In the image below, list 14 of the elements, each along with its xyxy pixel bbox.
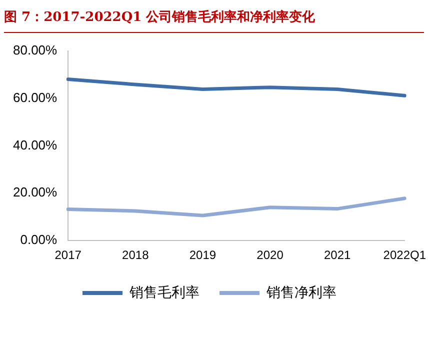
y-tick-label: 40.00% <box>12 137 58 152</box>
legend-label: 销售净利率 <box>266 284 336 300</box>
y-tick-label: 60.00% <box>12 90 58 105</box>
x-tick-label: 2021 <box>324 248 352 262</box>
x-tick-label: 2022Q1 <box>383 248 426 262</box>
x-tick-label: 2019 <box>189 248 216 262</box>
chart-title: 图 7：2017-2022Q1 公司销售毛利率和净利率变化 <box>4 8 316 26</box>
x-tick-label: 2017 <box>54 248 82 262</box>
x-tick-label: 2020 <box>256 248 284 262</box>
y-tick-label: 0.00% <box>20 232 58 248</box>
y-tick-label: 20.00% <box>12 184 58 200</box>
y-tick-label: 80.00% <box>12 42 58 58</box>
legend-label: 销售毛利率 <box>128 284 200 300</box>
x-tick-label: 2018 <box>122 248 150 262</box>
